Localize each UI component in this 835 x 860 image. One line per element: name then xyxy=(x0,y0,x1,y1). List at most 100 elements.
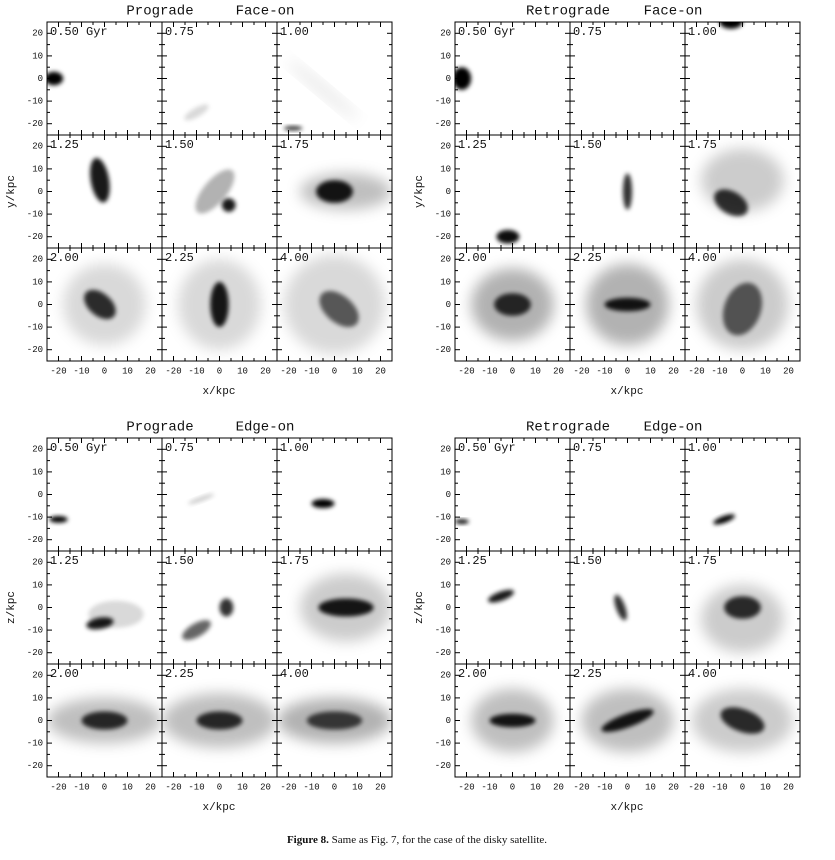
y-tick-label: -10 xyxy=(27,512,43,522)
x-tick-label: -10 xyxy=(188,782,204,792)
y-axis-label: y/kpc xyxy=(6,175,18,208)
panel-label: 1.75 xyxy=(280,138,309,152)
x-tick-label: -20 xyxy=(280,782,296,792)
x-tick-label: -20 xyxy=(688,782,704,792)
x-tick-label: -20 xyxy=(165,782,181,792)
panel-label: 1.25 xyxy=(458,554,487,568)
x-tick-label: 0 xyxy=(510,782,515,792)
panel-label: 2.25 xyxy=(573,251,602,265)
x-tick-label: 10 xyxy=(237,782,248,792)
caption: Figure 8. Same as Fig. 7, for the case o… xyxy=(287,834,547,846)
y-axis-label: z/kpc xyxy=(414,591,426,624)
x-tick-label: -10 xyxy=(188,366,204,376)
x-tick-label: -10 xyxy=(73,782,89,792)
y-tick-label: 20 xyxy=(32,29,43,39)
panel-image xyxy=(496,229,520,244)
x-tick-label: -20 xyxy=(50,782,66,792)
y-tick-label: -20 xyxy=(435,232,451,242)
particle-cloud xyxy=(719,22,743,29)
panel-label: 0.75 xyxy=(165,441,194,455)
panel-image xyxy=(86,600,144,630)
y-tick-label: -20 xyxy=(27,535,43,545)
particle-cloud xyxy=(722,282,763,336)
x-tick-label: 0 xyxy=(510,366,515,376)
y-tick-label: 20 xyxy=(32,558,43,568)
panel-label: 4.00 xyxy=(280,667,309,681)
particle-cloud xyxy=(318,598,374,617)
panel-image xyxy=(471,688,554,753)
y-tick-label: 20 xyxy=(32,445,43,455)
panel-label: 0.50 Gyr xyxy=(458,441,516,455)
y-tick-label: -10 xyxy=(27,738,43,748)
particle-cloud xyxy=(184,104,209,121)
panel-image xyxy=(719,22,743,29)
panel-image xyxy=(455,67,472,90)
panel-image xyxy=(471,268,554,341)
particle-cloud xyxy=(316,180,353,203)
panel-image xyxy=(47,697,162,744)
particle-cloud xyxy=(49,515,68,523)
y-tick-label: 10 xyxy=(440,467,451,477)
y-tick-label: 0 xyxy=(446,490,451,500)
panel-image xyxy=(49,515,68,523)
x-tick-label: 0 xyxy=(740,782,745,792)
panel-label: 2.00 xyxy=(50,251,79,265)
panel-image xyxy=(277,697,392,744)
x-tick-label: -10 xyxy=(481,782,497,792)
panel-label: 0.75 xyxy=(573,441,602,455)
panel-label: 0.50 Gyr xyxy=(50,25,108,39)
group-title-right: Edge-on xyxy=(644,420,703,436)
y-tick-label: 20 xyxy=(440,558,451,568)
x-tick-label: 20 xyxy=(375,366,386,376)
particle-cloud xyxy=(489,713,536,728)
y-tick-label: 10 xyxy=(32,580,43,590)
x-tick-label: -20 xyxy=(50,366,66,376)
panel-image xyxy=(455,519,469,524)
y-tick-label: 10 xyxy=(440,51,451,61)
y-tick-label: 20 xyxy=(440,29,451,39)
panel-label: 1.00 xyxy=(688,441,717,455)
panel-image xyxy=(701,148,784,217)
x-tick-label: -20 xyxy=(165,366,181,376)
particle-cloud xyxy=(195,169,235,214)
y-tick-label: -10 xyxy=(435,625,451,635)
y-tick-label: 20 xyxy=(440,142,451,152)
particle-cloud xyxy=(306,711,363,730)
x-tick-label: 0 xyxy=(740,366,745,376)
x-tick-label: -20 xyxy=(280,366,296,376)
panel-image xyxy=(586,263,669,346)
particle-cloud xyxy=(311,499,335,509)
y-tick-label: -20 xyxy=(435,345,451,355)
panel-image xyxy=(713,514,735,525)
y-tick-label: 10 xyxy=(32,277,43,287)
x-tick-label: 10 xyxy=(760,782,771,792)
x-tick-label: 10 xyxy=(122,366,133,376)
y-tick-label: 10 xyxy=(440,277,451,287)
panel-image xyxy=(178,259,261,350)
panel-image xyxy=(188,493,215,505)
panel-label: 1.25 xyxy=(50,138,79,152)
y-tick-label: 0 xyxy=(38,603,43,613)
panel-image xyxy=(90,157,110,203)
y-tick-label: 10 xyxy=(440,580,451,590)
x-tick-label: 10 xyxy=(122,782,133,792)
panel-label: 2.00 xyxy=(458,251,487,265)
x-tick-label: -10 xyxy=(711,782,727,792)
x-tick-label: -20 xyxy=(573,782,589,792)
y-tick-label: 10 xyxy=(32,164,43,174)
y-tick-label: 0 xyxy=(446,74,451,84)
y-tick-label: 0 xyxy=(446,300,451,310)
x-tick-label: 20 xyxy=(668,782,679,792)
x-tick-label: 10 xyxy=(645,366,656,376)
y-tick-label: -20 xyxy=(27,761,43,771)
panel-image xyxy=(691,688,794,753)
x-tick-label: 0 xyxy=(217,782,222,792)
y-axis-label: y/kpc xyxy=(414,175,426,208)
x-tick-label: -10 xyxy=(596,366,612,376)
x-axis-label: x/kpc xyxy=(610,802,643,814)
particle-cloud xyxy=(714,189,748,217)
panel-image xyxy=(63,263,146,346)
y-tick-label: -10 xyxy=(27,625,43,635)
panel-label: 1.00 xyxy=(280,441,309,455)
panel-label: 1.75 xyxy=(688,138,717,152)
